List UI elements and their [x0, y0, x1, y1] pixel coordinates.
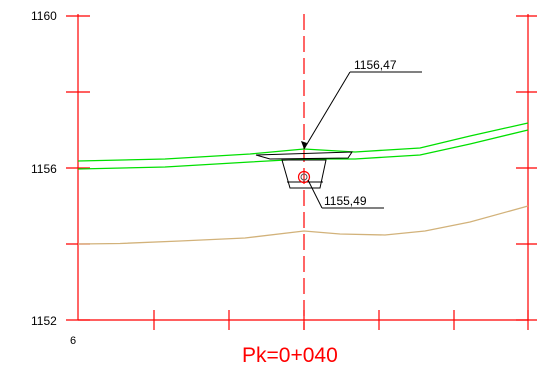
grid-frame — [66, 14, 537, 330]
x-tick-label: 6 — [70, 335, 76, 347]
y-tick-label-bottom: 1152 — [31, 314, 57, 328]
leaders — [303, 71, 422, 209]
annotation-upper-elevation: 1156,47 — [354, 58, 397, 72]
station-label: Pk=0+040 — [242, 344, 338, 367]
pipe-inner — [300, 173, 308, 181]
trench — [281, 159, 327, 189]
annotation-lower-elevation: 1155,49 — [324, 194, 367, 208]
ground-line — [77, 205, 529, 245]
leader-arrowhead — [301, 141, 307, 149]
terrain-line-lower — [77, 129, 529, 170]
road-platform — [255, 151, 353, 160]
structure-section — [255, 151, 353, 189]
y-tick-label-mid: 1156 — [31, 162, 57, 176]
y-tick-label-top: 1160 — [31, 9, 57, 23]
pipe-outer — [297, 170, 311, 184]
leader-upper — [303, 71, 351, 150]
leader-lower — [307, 179, 323, 209]
terrain-line-upper — [77, 122, 529, 162]
